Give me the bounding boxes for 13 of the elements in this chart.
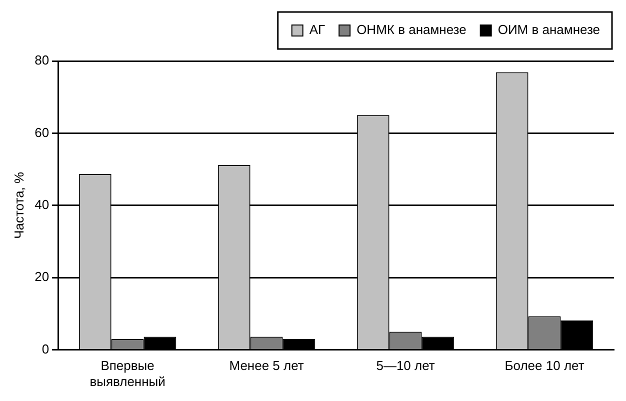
y-tick-label: 60 bbox=[34, 124, 50, 140]
y-tick-label: 20 bbox=[34, 269, 50, 284]
x-tick-label: Более 10 лет bbox=[504, 358, 584, 374]
x-tick-label: 5—10 лет bbox=[376, 358, 435, 374]
legend-label: ОИМ в анамнезе bbox=[498, 22, 600, 38]
x-tick-label: Впервые выявленный bbox=[90, 358, 166, 389]
x-tick-label: Менее 5 лет bbox=[229, 358, 304, 374]
y-tick-label: 80 bbox=[34, 52, 50, 68]
y-axis-title: Частота, % bbox=[11, 171, 26, 239]
legend-label: ОНМК в анамнезе bbox=[356, 22, 466, 38]
legend-label: АГ bbox=[309, 22, 326, 38]
y-tick-label: 0 bbox=[42, 341, 50, 356]
y-tick-label: 40 bbox=[34, 196, 50, 212]
